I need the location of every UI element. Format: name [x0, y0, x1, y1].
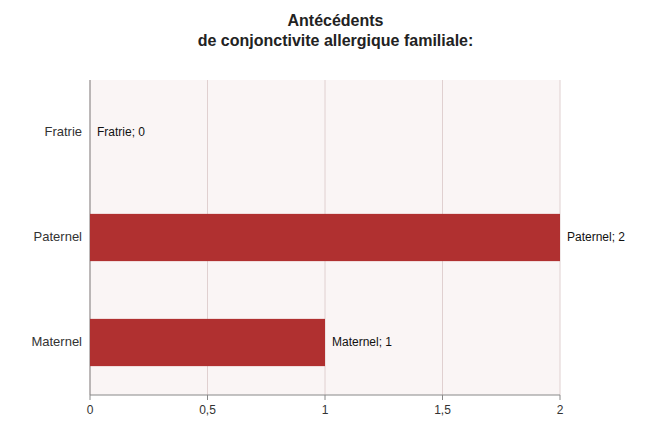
tick-label: 0,5	[199, 403, 216, 417]
tick-mark	[207, 395, 208, 400]
tick-mark	[442, 395, 443, 400]
bar	[90, 214, 560, 261]
x-axis-line	[90, 395, 560, 396]
title: Antécédentsde conjonctivite allergique f…	[198, 12, 474, 49]
data-label: Maternel; 1	[332, 335, 392, 349]
category-label: Fratrie	[44, 124, 82, 139]
tick-label: 1	[322, 403, 329, 417]
tick-mark	[560, 395, 561, 400]
tick-mark	[90, 395, 91, 400]
tick-label: 1,5	[434, 403, 451, 417]
bar	[90, 319, 325, 366]
category-label: Maternel	[31, 334, 82, 349]
bar	[90, 109, 91, 156]
tick-label: 2	[557, 403, 564, 417]
data-label: Fratrie; 0	[97, 125, 145, 139]
chart-svg: Antécédentsde conjonctivite allergique f…	[0, 0, 671, 445]
tick-label: 0	[87, 403, 94, 417]
tick-mark	[325, 395, 326, 400]
data-label: Paternel; 2	[567, 230, 625, 244]
category-label: Paternel	[34, 229, 83, 244]
bars	[90, 214, 560, 366]
chart-container: Antécédentsde conjonctivite allergique f…	[0, 0, 671, 445]
plot-background	[90, 80, 560, 395]
